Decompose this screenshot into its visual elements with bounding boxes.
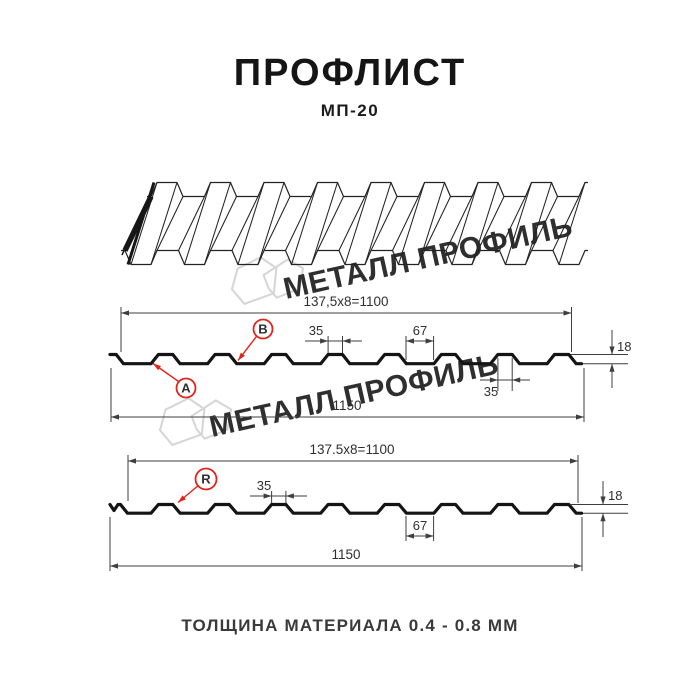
material-thickness-note: ТОЛЩИНА МАТЕРИАЛА 0.4 - 0.8 ММ — [181, 616, 519, 635]
page-subtitle: МП-20 — [320, 101, 380, 120]
cross-section-top-labels: 137,5x8=1100 35 67 35 18 1150 A B — [175, 294, 631, 413]
height-dim-label-2: 18 — [608, 488, 622, 503]
side-r-badge — [194, 467, 218, 491]
page-title: ПРОФЛИСТ — [233, 52, 467, 94]
side-b-letter: B — [258, 322, 267, 337]
pan-width-label-2: 67 — [413, 518, 427, 533]
rib-bottom-width-label: 35 — [484, 384, 498, 399]
rib-top-width-label: 35 — [309, 323, 323, 338]
cross-section-bottom-labels: 137.5x8=1100 35 67 18 1150 R — [194, 442, 622, 562]
side-b-badge — [252, 318, 274, 340]
full-width-label: 1150 — [332, 398, 361, 413]
rib-top-width-label-2: 35 — [257, 478, 271, 493]
watermark-logo-icon — [158, 256, 305, 447]
pan-width-label: 67 — [413, 323, 427, 338]
cross-section-bottom-geometry — [108, 455, 628, 571]
cross-section-top-geometry — [108, 307, 628, 422]
height-dim-label: 18 — [617, 339, 631, 354]
header: ПРОФЛИСТ МП-20 — [0, 0, 700, 121]
side-r-letter: R — [201, 472, 211, 487]
profile-3d-view — [121, 181, 588, 266]
pitch-dim-label-2: 137.5x8=1100 — [310, 442, 395, 457]
full-width-label-2: 1150 — [331, 547, 360, 562]
side-a-badge — [175, 377, 197, 399]
pitch-dim-label: 137,5x8=1100 — [304, 294, 389, 309]
side-a-letter: A — [181, 381, 191, 396]
